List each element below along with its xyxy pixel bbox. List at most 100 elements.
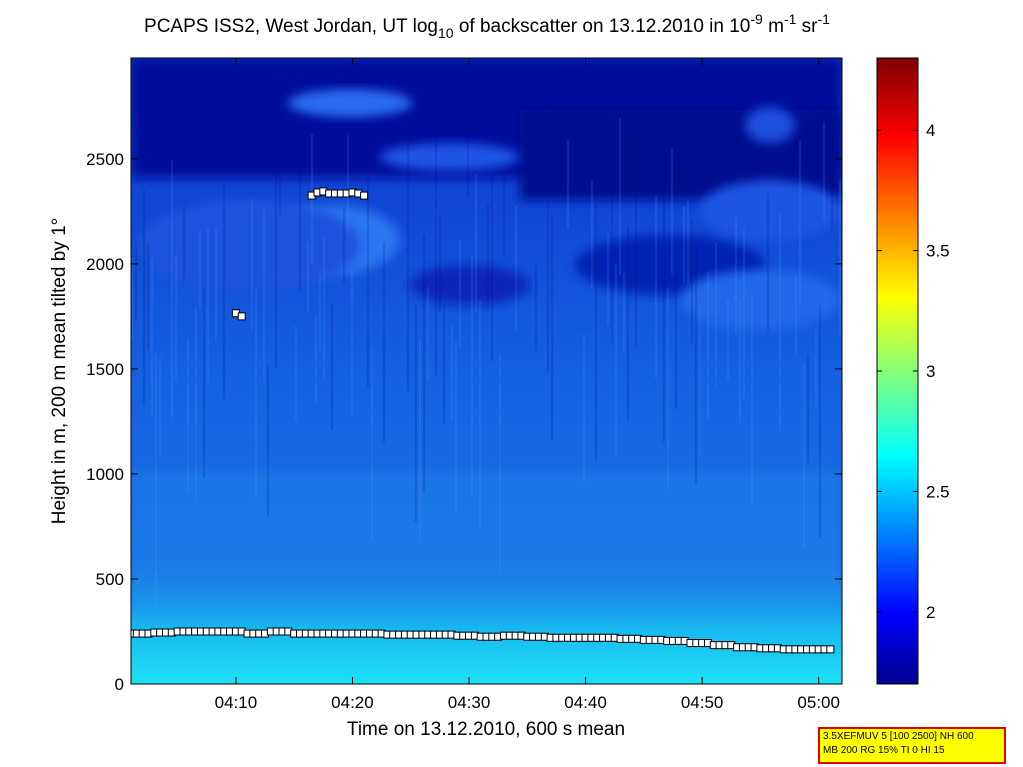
x-tick-label: 04:30 (448, 693, 491, 712)
y-tick-label: 2000 (86, 255, 124, 274)
chart-title: PCAPS ISS2, West Jordan, UT log10 of bac… (144, 11, 830, 41)
heatmap-streak (367, 148, 369, 388)
colorbar-tick-label: 3.5 (926, 242, 950, 261)
x-tick-label: 04:50 (681, 693, 724, 712)
heatmap-streak (299, 123, 301, 291)
heatmap-surface-layer (131, 560, 842, 684)
heatmap-streak (223, 185, 225, 399)
heatmap-streak (135, 244, 137, 321)
heatmap-streak (831, 123, 833, 230)
heatmap-streak (611, 178, 613, 344)
heatmap-streak (595, 204, 597, 461)
heatmap-streak (687, 200, 689, 283)
heatmap-streak (187, 339, 189, 494)
heatmap-streak (751, 293, 753, 507)
y-tick-label: 1000 (86, 465, 124, 484)
heatmap-texture (131, 118, 841, 607)
heatmap-bright-patch (680, 270, 840, 330)
heatmap-streak (351, 268, 353, 417)
heatmap-streak (715, 242, 717, 386)
heatmap-streak (207, 227, 209, 387)
heatmap-streak (195, 307, 197, 499)
heatmap-streak (727, 300, 729, 381)
heatmap-streak (319, 274, 321, 352)
heatmap-bright-patch (140, 200, 360, 290)
cloud-base-marker (360, 191, 369, 200)
heatmap-streak (547, 201, 549, 374)
heatmap-streak (799, 140, 801, 305)
mixing-layer-height-markers (131, 627, 835, 654)
heatmap-streak (155, 352, 157, 607)
heatmap-streak (407, 136, 409, 392)
heatmap-streak (267, 365, 269, 517)
x-axis-label: Time on 13.12.2010, 600 s mean (347, 719, 625, 740)
y-tick-label: 0 (115, 675, 124, 694)
colorbar-axis: 2 2.5 3 3.5 4 (877, 121, 950, 622)
x-axis: 04:10 04:20 04:30 04:40 04:50 05:00 (215, 58, 840, 712)
heatmap-streak (487, 204, 489, 311)
heatmap-streak (323, 237, 325, 381)
heatmap-streak (567, 139, 569, 229)
heatmap-streak (459, 239, 461, 350)
mixing-layer-marker (826, 645, 835, 654)
y-tick-label: 1500 (86, 360, 124, 379)
heatmap-streak (471, 256, 473, 497)
info-line-1: 3.5XEFMUV 5 [100 2500] NH 600 (823, 731, 974, 742)
heatmap-streak (251, 198, 253, 331)
heatmap-streak (255, 289, 257, 497)
heatmap-streak (315, 315, 317, 403)
heatmap-streak (683, 206, 685, 283)
heatmap-streak (667, 288, 669, 490)
heatmap-streak (591, 179, 593, 289)
heatmap-bright-patch (700, 180, 840, 240)
cloud-base-marker (237, 312, 246, 321)
heatmap-streak (663, 192, 665, 443)
heatmap-streak (807, 355, 809, 464)
heatmap-streak (419, 338, 421, 543)
heatmap-streak (443, 302, 445, 425)
heatmap-streak (795, 275, 797, 354)
heatmap-streak (535, 264, 537, 351)
y-tick-label: 500 (96, 570, 124, 589)
plot-frame (130, 57, 843, 685)
heatmap-streak (691, 221, 693, 344)
heatmap-streak (503, 170, 505, 258)
y-axis: 0 500 1000 1500 2000 2500 (86, 150, 842, 694)
heatmap-streak (671, 148, 673, 274)
heatmap-streak (607, 233, 609, 325)
heatmap-streak (815, 328, 817, 408)
heatmap-streak (583, 333, 585, 483)
heatmap-streak (615, 264, 617, 457)
heatmap-streak (295, 325, 297, 420)
heatmap-streak (371, 344, 373, 541)
heatmap-streak (823, 122, 825, 220)
colorbar-tick-label: 3 (926, 362, 935, 381)
heatmap-bright-patch (288, 89, 412, 117)
colorbar-tick-label: 4 (926, 121, 935, 140)
heatmap-streak (143, 189, 145, 406)
heatmap-streak (159, 356, 161, 455)
heatmap-streak (491, 175, 493, 362)
x-tick-label: 05:00 (797, 693, 840, 712)
heatmap-streak (455, 341, 457, 516)
heatmap-streak (183, 205, 185, 282)
heatmap-streak (839, 181, 841, 337)
heatmap-dark-layer (410, 265, 530, 305)
heatmap-streak (215, 227, 217, 341)
heatmap-streak (147, 242, 149, 350)
colorbar-tick-label: 2 (926, 603, 935, 622)
heatmap-streak (435, 123, 437, 376)
heatmap-streak (467, 124, 469, 197)
heatmap-streak (735, 217, 737, 335)
heatmap-streak (675, 242, 677, 409)
heatmap-streak (415, 305, 417, 523)
x-tick-label: 04:10 (215, 693, 258, 712)
heatmap-streak (699, 302, 701, 456)
heatmap-streak (279, 124, 281, 215)
heatmap-streak (175, 254, 177, 381)
heatmap-bright-patch (745, 107, 795, 143)
heatmap-streak (263, 207, 265, 386)
heatmap-streak (739, 299, 741, 424)
heatmap-streak (439, 215, 441, 313)
heatmap-bright-patch (380, 143, 520, 171)
